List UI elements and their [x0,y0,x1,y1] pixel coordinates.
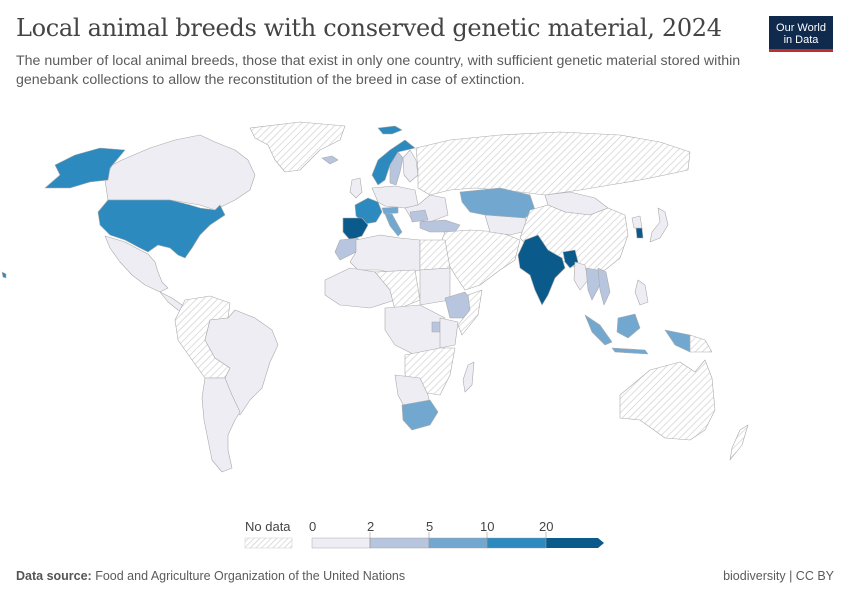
country-vietnam[interactable] [597,267,611,306]
country-norway[interactable] [371,139,416,186]
country-new-zealand[interactable] [729,424,749,461]
legend-bin-10-20 [486,537,547,549]
country-austria[interactable] [381,206,399,215]
legend-tick-10: 10 [480,519,494,534]
legend-bin-5-10 [428,537,488,549]
country-usa-alaska[interactable] [44,147,126,189]
legend-bin-20-plus [546,538,604,548]
country-indonesia-java[interactable] [611,347,649,355]
legend-bin-2-5 [369,537,430,549]
country-papua-new-guinea[interactable] [689,334,713,353]
country-argentina-chile[interactable] [201,377,241,473]
logo-line-1: Our World [776,22,826,34]
legend-bin-0-2 [311,537,371,549]
country-turkey[interactable] [419,219,461,233]
legend-tick-5: 5 [426,519,433,534]
country-usa-hawaii[interactable] [1,271,7,279]
country-nigeria-niger-chad[interactable] [374,269,421,311]
country-spain[interactable] [342,217,369,241]
country-indonesia-papua[interactable] [664,329,691,353]
country-middle-east[interactable] [439,229,521,291]
country-indonesia-borneo[interactable] [616,313,641,339]
country-myanmar[interactable] [573,261,589,291]
country-united-states[interactable] [97,199,226,259]
country-canada[interactable] [104,134,256,211]
country-romania[interactable] [409,209,429,223]
country-finland[interactable] [402,149,419,183]
country-bangladesh[interactable] [562,249,579,269]
data-source-link[interactable]: Food and Agriculture Organization of the… [95,569,406,583]
country-thailand[interactable] [585,267,601,301]
chart-subtitle: The number of local animal breeds, those… [16,53,741,88]
country-sweden[interactable] [389,151,404,186]
legend: No data 0 2 5 10 20 [244,519,604,549]
country-south-africa[interactable] [401,399,439,431]
country-south-korea[interactable] [635,227,644,239]
legend-tick-0: 0 [309,519,316,534]
country-egypt[interactable] [419,239,451,271]
country-indonesia-sumatra[interactable] [584,314,613,346]
country-brazil[interactable] [204,309,279,416]
country-russia[interactable] [415,131,691,196]
country-somalia[interactable] [457,289,483,336]
chart-title: Local animal breeds with conserved genet… [16,14,722,42]
country-greenland[interactable] [249,121,346,173]
owid-logo[interactable]: Our World in Data [769,16,833,52]
country-australia[interactable] [619,359,716,441]
country-central-asia[interactable] [484,214,531,236]
country-iceland[interactable] [321,155,339,165]
country-india[interactable] [517,234,566,306]
license-text[interactable]: biodiversity | CC BY [723,569,834,583]
country-north-korea[interactable] [631,215,643,229]
country-united-kingdom[interactable] [349,177,363,199]
country-italy[interactable] [384,213,403,237]
legend-no-data-swatch [244,537,293,549]
country-svalbard[interactable] [377,125,403,135]
legend-no-data-label: No data [245,519,291,534]
country-france[interactable] [354,197,383,225]
country-japan[interactable] [649,207,669,243]
country-madagascar[interactable] [462,361,475,393]
country-kenya[interactable] [439,317,459,349]
country-north-africa[interactable] [349,234,421,276]
country-uganda[interactable] [431,321,441,333]
country-mexico[interactable] [104,235,169,293]
logo-line-2: in Data [783,34,819,46]
country-morocco[interactable] [334,237,359,261]
legend-tick-2: 2 [367,519,374,534]
country-philippines[interactable] [634,279,649,306]
data-source: Data source: Food and Agriculture Organi… [16,569,405,583]
world-map[interactable] [0,110,850,510]
data-source-label: Data source: [16,569,92,583]
legend-tick-20: 20 [539,519,553,534]
